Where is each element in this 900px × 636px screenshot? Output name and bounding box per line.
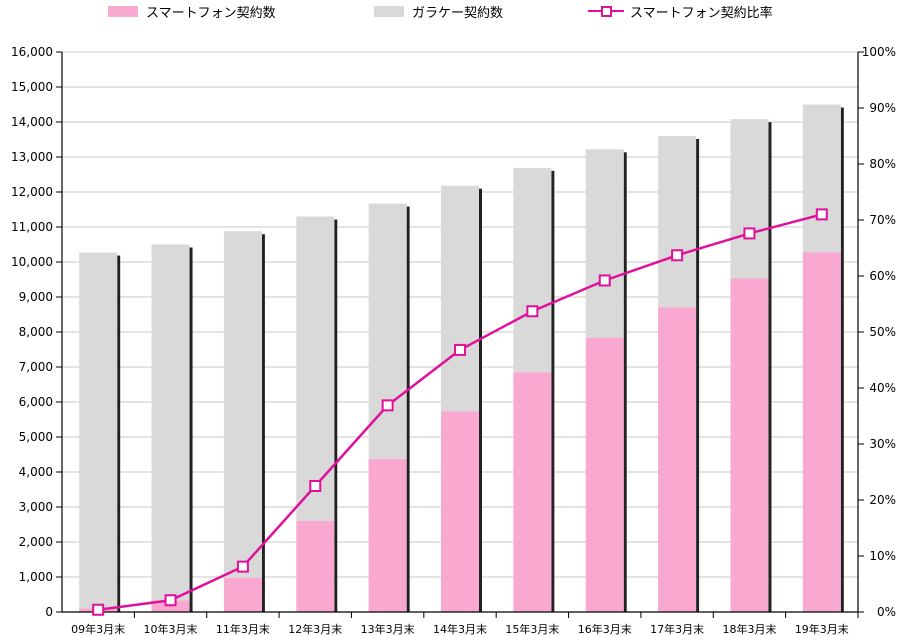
ratio-marker xyxy=(92,603,105,616)
bar-feature-phone xyxy=(296,216,335,521)
bar-shadow xyxy=(406,206,410,613)
bar-shadow xyxy=(117,255,121,613)
ratio-marker xyxy=(381,399,394,412)
y-right-tick-label: 90% xyxy=(869,101,896,115)
x-tick-label: 18年3月末 xyxy=(722,622,776,636)
bar-feature-phone xyxy=(730,119,769,279)
x-tick-label: 16年3月末 xyxy=(578,622,632,636)
y-right-tick-label: 0% xyxy=(877,605,896,619)
y-left-tick-label: 11,000 xyxy=(11,220,53,234)
bar-shadow xyxy=(551,170,555,612)
bar-shadow xyxy=(623,152,627,613)
bar-feature-phone xyxy=(79,252,118,609)
bar-smartphone xyxy=(802,252,841,612)
ratio-marker xyxy=(598,274,611,287)
y-left-tick-label: 2,000 xyxy=(19,535,53,549)
x-tick-label: 17年3月末 xyxy=(650,622,704,636)
y-right-tick-label: 30% xyxy=(869,437,896,451)
legend-label-ratio: スマートフォン契約比率 xyxy=(630,5,773,21)
y-right-tick-label: 80% xyxy=(869,157,896,171)
bar-shadow xyxy=(479,188,482,612)
x-tick-label: 15年3月末 xyxy=(505,622,559,636)
bar-shadow xyxy=(261,234,265,612)
bar-shadow xyxy=(840,107,844,612)
y-right-tick-label: 20% xyxy=(869,493,896,507)
legend-label-smartphone: スマートフォン契約数 xyxy=(146,5,276,21)
y-left-tick-label: 5,000 xyxy=(19,430,53,444)
legend-swatch-smartphone xyxy=(108,5,138,17)
legend: スマートフォン契約数 ガラケー契約数 スマートフォン契約比率 xyxy=(0,0,900,24)
bar-feature-phone xyxy=(585,149,624,338)
ratio-marker xyxy=(236,560,249,573)
bar-shadow xyxy=(768,122,772,612)
bar-smartphone xyxy=(441,411,479,612)
bar-feature-phone xyxy=(368,203,407,460)
y-left-tick-label: 9,000 xyxy=(19,290,53,304)
bar-feature-phone xyxy=(658,136,697,308)
legend-label-feature-phone: ガラケー契約数 xyxy=(412,5,504,21)
ratio-marker xyxy=(454,343,466,356)
y-right-tick-label: 100% xyxy=(862,45,896,59)
y-left-tick-label: 8,000 xyxy=(19,325,53,339)
x-tick-label: 12年3月末 xyxy=(288,622,342,636)
ratio-marker xyxy=(815,208,828,221)
y-left-tick-label: 12,000 xyxy=(11,185,53,199)
bar-smartphone xyxy=(296,521,335,612)
bar-smartphone xyxy=(730,278,769,612)
legend-swatch-ratio xyxy=(588,4,624,18)
y-left-tick-label: 1,000 xyxy=(19,570,53,584)
y-left-tick-label: 3,000 xyxy=(19,500,53,514)
ratio-marker xyxy=(671,249,684,262)
bar-shadow xyxy=(189,247,193,612)
y-right-tick-label: 40% xyxy=(869,381,896,395)
x-tick-label: 09年3月末 xyxy=(71,622,125,636)
y-left-tick-label: 10,000 xyxy=(11,255,53,269)
y-right-tick-label: 60% xyxy=(869,269,896,283)
y-right-tick-label: 70% xyxy=(869,213,896,227)
y-left-tick-label: 14,000 xyxy=(11,115,53,129)
y-left-tick-label: 0 xyxy=(45,605,53,619)
x-tick-label: 19年3月末 xyxy=(795,622,849,636)
y-left-tick-label: 16,000 xyxy=(11,45,53,59)
bar-feature-phone xyxy=(441,185,479,412)
x-tick-label: 11年3月末 xyxy=(216,622,270,636)
bar-smartphone xyxy=(223,577,262,612)
y-right-tick-label: 10% xyxy=(869,549,896,563)
x-tick-label: 13年3月末 xyxy=(361,622,415,636)
legend-item-feature-phone: ガラケー契約数 xyxy=(374,2,504,21)
y-left-tick-label: 6,000 xyxy=(19,395,53,409)
bar-feature-phone xyxy=(151,244,190,601)
ratio-marker xyxy=(309,480,322,492)
bar-shadow xyxy=(696,139,700,612)
y-left-tick-label: 4,000 xyxy=(19,465,53,479)
x-tick-label: 14年3月末 xyxy=(433,622,487,636)
y-left-tick-label: 7,000 xyxy=(19,360,53,374)
x-tick-label: 10年3月末 xyxy=(144,622,198,636)
bar-feature-phone xyxy=(513,167,552,373)
ratio-marker xyxy=(164,594,177,607)
y-left-tick-label: 13,000 xyxy=(11,150,53,164)
y-left-tick-label: 15,000 xyxy=(11,80,53,94)
y-right-tick-label: 50% xyxy=(869,325,896,339)
bar-smartphone xyxy=(513,372,552,612)
bar-shadow xyxy=(334,219,338,612)
legend-item-ratio: スマートフォン契約比率 xyxy=(588,2,773,21)
ratio-marker xyxy=(526,305,539,318)
ratio-marker xyxy=(743,227,756,240)
bar-feature-phone xyxy=(802,104,841,253)
bar-smartphone xyxy=(658,307,697,612)
legend-swatch-feature-phone xyxy=(374,5,404,17)
bar-smartphone xyxy=(585,337,624,612)
bar-feature-phone xyxy=(223,231,262,578)
bar-smartphone xyxy=(368,459,407,612)
legend-item-smartphone: スマートフォン契約数 xyxy=(108,2,276,21)
